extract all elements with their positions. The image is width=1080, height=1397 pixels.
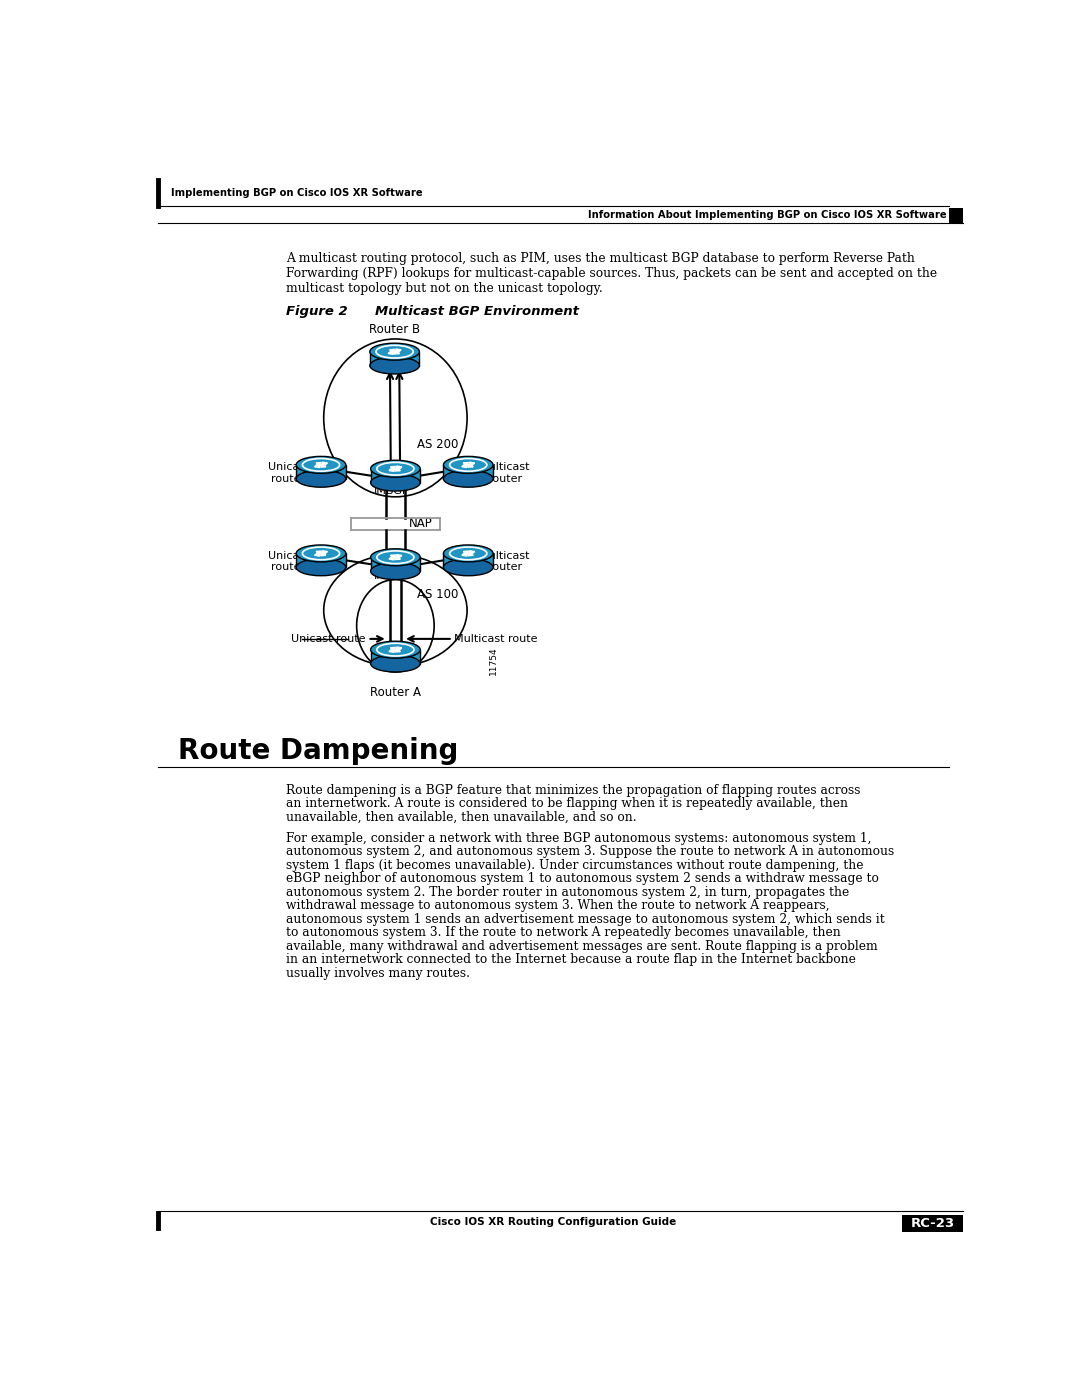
- Text: A multicast routing protocol, such as PIM, uses the multicast BGP database to pe: A multicast routing protocol, such as PI…: [286, 253, 915, 265]
- Text: Multicast route: Multicast route: [455, 634, 538, 644]
- Bar: [902, 1215, 962, 1232]
- Text: Figure 2: Figure 2: [286, 305, 348, 317]
- Ellipse shape: [370, 549, 420, 566]
- Text: in an internetwork connected to the Internet because a route flap in the Interne: in an internetwork connected to the Inte…: [286, 953, 856, 967]
- Ellipse shape: [444, 471, 494, 488]
- Text: Multicast: Multicast: [481, 462, 530, 472]
- Bar: [296, 553, 346, 567]
- Text: autonomous system 2. The border router in autonomous system 2, in turn, propagat: autonomous system 2. The border router i…: [286, 886, 849, 898]
- Text: RC-23: RC-23: [910, 1217, 955, 1229]
- Ellipse shape: [370, 655, 420, 672]
- Text: 11754: 11754: [488, 647, 498, 675]
- Bar: [296, 465, 346, 479]
- Text: available, many withdrawal and advertisement messages are sent. Route flapping i: available, many withdrawal and advertise…: [286, 940, 878, 953]
- Text: Unicast: Unicast: [268, 550, 309, 560]
- Bar: [370, 650, 420, 664]
- Text: For example, consider a network with three BGP autonomous systems: autonomous sy: For example, consider a network with thr…: [286, 831, 872, 845]
- Bar: [948, 208, 962, 224]
- Text: NAP: NAP: [409, 517, 433, 531]
- Text: router: router: [271, 562, 306, 573]
- Text: an internetwork. A route is considered to be flapping when it is repeatedly avai: an internetwork. A route is considered t…: [286, 798, 848, 810]
- Ellipse shape: [296, 545, 346, 562]
- Ellipse shape: [444, 457, 494, 474]
- Text: router: router: [271, 474, 306, 483]
- Text: withdrawal message to autonomous system 3. When the route to network A reappears: withdrawal message to autonomous system …: [286, 900, 829, 912]
- Ellipse shape: [370, 563, 420, 580]
- Text: router: router: [488, 474, 523, 483]
- Bar: [444, 553, 494, 567]
- Bar: [444, 465, 494, 479]
- Text: Multicast BGP Environment: Multicast BGP Environment: [375, 305, 579, 317]
- Ellipse shape: [444, 559, 494, 576]
- Text: system 1 flaps (it becomes unavailable). Under circumstances without route dampe: system 1 flaps (it becomes unavailable).…: [286, 859, 864, 872]
- Text: Route dampening is a BGP feature that minimizes the propagation of flapping rout: Route dampening is a BGP feature that mi…: [286, 784, 861, 796]
- Ellipse shape: [444, 545, 494, 562]
- Text: AS 200: AS 200: [417, 439, 459, 451]
- Text: multicast topology but not on the unicast topology.: multicast topology but not on the unicas…: [286, 282, 603, 295]
- Ellipse shape: [296, 457, 346, 474]
- Ellipse shape: [369, 344, 419, 360]
- Text: autonomous system 1 sends an advertisement message to autonomous system 2, which: autonomous system 1 sends an advertiseme…: [286, 912, 885, 926]
- Ellipse shape: [370, 474, 420, 490]
- Ellipse shape: [296, 559, 346, 576]
- Text: Router B: Router B: [369, 323, 420, 335]
- Text: Information About Implementing BGP on Cisco IOS XR Software: Information About Implementing BGP on Ci…: [588, 211, 946, 221]
- Text: IMBGP: IMBGP: [374, 486, 409, 496]
- Text: Unicast: Unicast: [268, 462, 309, 472]
- Text: router: router: [488, 562, 523, 573]
- Text: IMBGP: IMBGP: [374, 571, 409, 581]
- Text: Cisco IOS XR Routing Configuration Guide: Cisco IOS XR Routing Configuration Guide: [430, 1217, 677, 1227]
- Text: Unicast route: Unicast route: [292, 634, 366, 644]
- Text: Route Dampening: Route Dampening: [177, 738, 458, 766]
- Text: unavailable, then available, then unavailable, and so on.: unavailable, then available, then unavai…: [286, 810, 637, 824]
- Text: eBGP neighbor of autonomous system 1 to autonomous system 2 sends a withdraw mes: eBGP neighbor of autonomous system 1 to …: [286, 872, 879, 886]
- Bar: [370, 469, 420, 482]
- Text: AS 100: AS 100: [417, 588, 459, 602]
- Text: usually involves many routes.: usually involves many routes.: [286, 967, 470, 979]
- Text: autonomous system 2, and autonomous system 3. Suppose the route to network A in : autonomous system 2, and autonomous syst…: [286, 845, 894, 858]
- Bar: [370, 557, 420, 571]
- Text: Forwarding (RPF) lookups for multicast-capable sources. Thus, packets can be sen: Forwarding (RPF) lookups for multicast-c…: [286, 267, 937, 279]
- Ellipse shape: [370, 641, 420, 658]
- Text: Multicast: Multicast: [481, 550, 530, 560]
- Ellipse shape: [296, 471, 346, 488]
- Ellipse shape: [370, 460, 420, 478]
- Text: to autonomous system 3. If the route to network A repeatedly becomes unavailable: to autonomous system 3. If the route to …: [286, 926, 841, 939]
- Text: Implementing BGP on Cisco IOS XR Software: Implementing BGP on Cisco IOS XR Softwar…: [171, 189, 422, 198]
- Bar: [369, 352, 419, 366]
- Ellipse shape: [369, 358, 419, 374]
- Text: Router A: Router A: [369, 686, 421, 698]
